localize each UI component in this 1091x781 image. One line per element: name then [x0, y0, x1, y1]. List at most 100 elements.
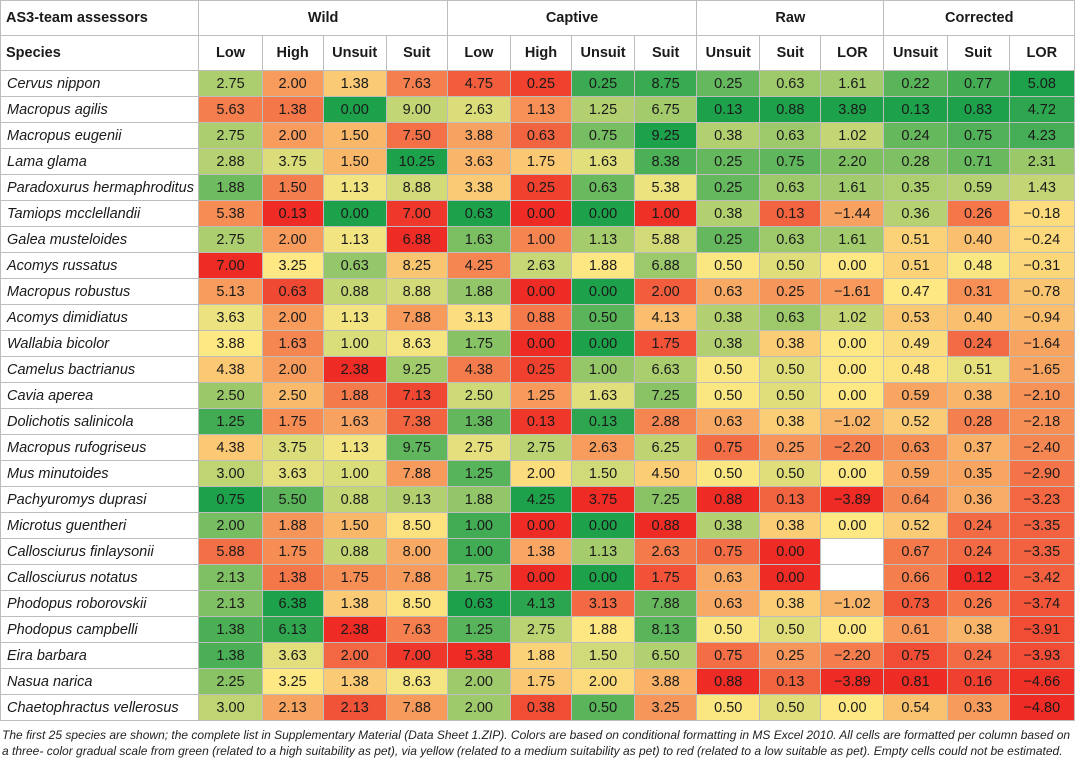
value-cell: 1.88: [198, 174, 263, 201]
value-cell: −1.44: [820, 200, 885, 227]
value-cell: 1.50: [570, 642, 636, 669]
value-cell: 2.00: [509, 460, 573, 487]
value-cell: 1.38: [322, 590, 387, 617]
value-cell: 0.50: [696, 616, 761, 643]
species-cell: Wallabia bicolor: [0, 330, 200, 357]
table-row: Tamiops mcclellandii 5.38 0.13 0.00 7.00 0.63…: [0, 200, 1076, 227]
value-cell: 0.33: [946, 694, 1010, 721]
value-cell: 0.75: [198, 486, 263, 513]
value-cell: [820, 564, 885, 591]
value-cell: 3.75: [261, 434, 324, 461]
value-cell: 4.23: [1008, 122, 1076, 149]
value-cell: 0.63: [696, 590, 761, 617]
value-cell: 0.88: [696, 668, 761, 695]
value-cell: 0.61: [883, 616, 948, 643]
value-cell: 1.75: [634, 330, 698, 357]
value-cell: 5.88: [634, 226, 698, 253]
value-cell: −3.93: [1008, 642, 1076, 669]
value-cell: 2.31: [1008, 148, 1076, 175]
value-cell: −1.65: [1008, 356, 1076, 383]
value-cell: 0.63: [446, 200, 511, 227]
column-header: Low: [198, 35, 263, 71]
value-cell: 0.24: [946, 642, 1010, 669]
value-cell: 6.63: [634, 356, 698, 383]
value-cell: 0.37: [946, 434, 1010, 461]
value-cell: 0.63: [509, 122, 573, 149]
species-cell: Acomys dimidiatus: [0, 304, 200, 331]
value-cell: 0.00: [570, 200, 636, 227]
value-cell: 2.75: [509, 434, 573, 461]
value-cell: 1.00: [446, 512, 511, 539]
value-cell: 1.00: [634, 200, 698, 227]
value-cell: 5.38: [446, 642, 511, 669]
value-cell: 1.13: [570, 538, 636, 565]
value-cell: 0.59: [883, 382, 948, 409]
value-cell: 4.25: [509, 486, 573, 513]
value-cell: 4.13: [634, 304, 698, 331]
value-cell: 0.00: [570, 564, 636, 591]
value-cell: 1.25: [570, 96, 636, 123]
value-cell: 0.50: [696, 356, 761, 383]
value-cell: 0.48: [946, 252, 1010, 279]
value-cell: 2.00: [634, 278, 698, 305]
group-header-wild: Wild: [198, 0, 448, 36]
value-cell: −1.61: [820, 278, 885, 305]
value-cell: 5.38: [198, 200, 263, 227]
value-cell: −1.02: [820, 408, 885, 435]
value-cell: 9.00: [385, 96, 448, 123]
table-row: Macropus agilis 5.63 1.38 0.00 9.00 2.63 1.13 1…: [0, 96, 1076, 123]
value-cell: −0.94: [1008, 304, 1076, 331]
value-cell: 3.63: [446, 148, 511, 175]
value-cell: −3.89: [820, 486, 885, 513]
value-cell: 3.25: [261, 252, 324, 279]
value-cell: 8.88: [385, 174, 448, 201]
value-cell: 0.00: [509, 564, 573, 591]
value-cell: 8.13: [634, 616, 698, 643]
value-cell: 0.51: [883, 226, 948, 253]
table-row: Macropus eugenii 2.75 2.00 1.50 7.50 3.88 0.63…: [0, 122, 1076, 149]
value-cell: 7.88: [385, 460, 448, 487]
value-cell: 0.38: [759, 330, 822, 357]
value-cell: 9.13: [385, 486, 448, 513]
value-cell: 2.00: [261, 70, 324, 97]
value-cell: 0.13: [759, 200, 822, 227]
value-cell: 2.50: [261, 382, 324, 409]
value-cell: 6.75: [634, 96, 698, 123]
value-cell: 7.50: [385, 122, 448, 149]
value-cell: 0.59: [946, 174, 1010, 201]
value-cell: 0.63: [759, 122, 822, 149]
value-cell: 0.50: [696, 252, 761, 279]
value-cell: 2.00: [261, 226, 324, 253]
value-cell: 0.25: [696, 70, 761, 97]
value-cell: 1.88: [570, 252, 636, 279]
value-cell: 0.50: [759, 382, 822, 409]
value-cell: 4.75: [446, 70, 511, 97]
table-row: Phodopus roborovskii 2.13 6.38 1.38 8.50 0.63…: [0, 590, 1076, 617]
value-cell: 1.02: [820, 122, 885, 149]
value-cell: 2.63: [446, 96, 511, 123]
value-cell: 1.25: [446, 460, 511, 487]
value-cell: 0.63: [759, 304, 822, 331]
value-cell: 0.38: [946, 382, 1010, 409]
value-cell: 6.38: [261, 590, 324, 617]
value-cell: 0.00: [509, 200, 573, 227]
table-row: Microtus guentheri 2.00 1.88 1.50 8.50 1.00 0.…: [0, 512, 1076, 539]
value-cell: 0.66: [883, 564, 948, 591]
value-cell: 0.00: [322, 96, 387, 123]
value-cell: −2.20: [820, 434, 885, 461]
value-cell: 3.63: [261, 460, 324, 487]
value-cell: 0.88: [509, 304, 573, 331]
value-cell: 0.00: [759, 564, 822, 591]
table-row: Camelus bactrianus 4.38 2.00 2.38 9.25 4.38 0.…: [0, 356, 1076, 383]
value-cell: 2.63: [634, 538, 698, 565]
value-cell: 0.50: [570, 694, 636, 721]
value-cell: 0.63: [570, 174, 636, 201]
value-cell: 0.88: [322, 278, 387, 305]
value-cell: 1.38: [322, 70, 387, 97]
value-cell: −2.20: [820, 642, 885, 669]
value-cell: 0.00: [820, 460, 885, 487]
value-cell: 0.00: [570, 512, 636, 539]
value-cell: 8.25: [385, 252, 448, 279]
species-cell: Macropus eugenii: [0, 122, 200, 149]
value-cell: 2.20: [820, 148, 885, 175]
